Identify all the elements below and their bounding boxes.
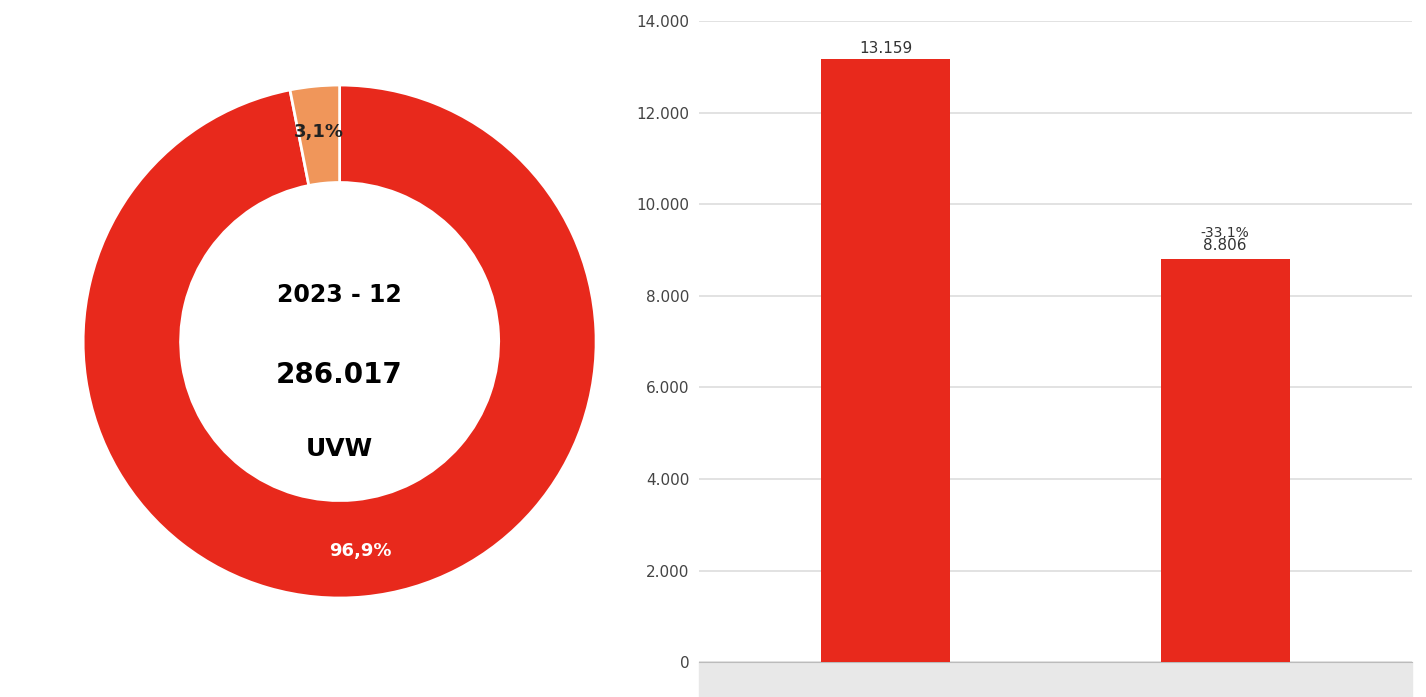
Text: 3,1%: 3,1% bbox=[294, 123, 344, 141]
Text: 2023 - 12: 2023 - 12 bbox=[277, 284, 402, 307]
Bar bbox=[1161, 259, 1289, 662]
Text: 286.017: 286.017 bbox=[277, 361, 404, 389]
Bar bbox=[699, 662, 1412, 697]
Text: -33,1%: -33,1% bbox=[1201, 226, 1249, 240]
Text: 96,9%: 96,9% bbox=[329, 542, 391, 560]
Text: 8.806: 8.806 bbox=[1204, 238, 1246, 253]
Text: 13.159: 13.159 bbox=[858, 40, 913, 56]
Bar bbox=[821, 59, 950, 662]
Title: Evolutie van de UVW-NWZ: Evolutie van de UVW-NWZ bbox=[881, 0, 1229, 1]
Wedge shape bbox=[83, 85, 596, 598]
Wedge shape bbox=[289, 85, 339, 185]
Text: UVW: UVW bbox=[307, 437, 374, 461]
